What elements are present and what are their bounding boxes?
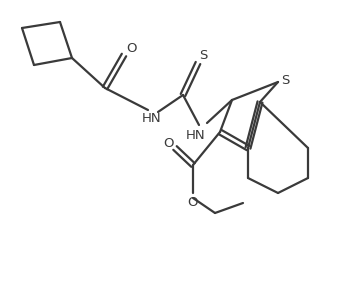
Text: O: O [163, 137, 173, 149]
Text: S: S [281, 74, 289, 87]
Text: O: O [187, 195, 197, 208]
Text: HN: HN [186, 128, 206, 141]
Text: HN: HN [142, 112, 162, 124]
Text: S: S [199, 49, 207, 62]
Text: O: O [126, 41, 136, 55]
